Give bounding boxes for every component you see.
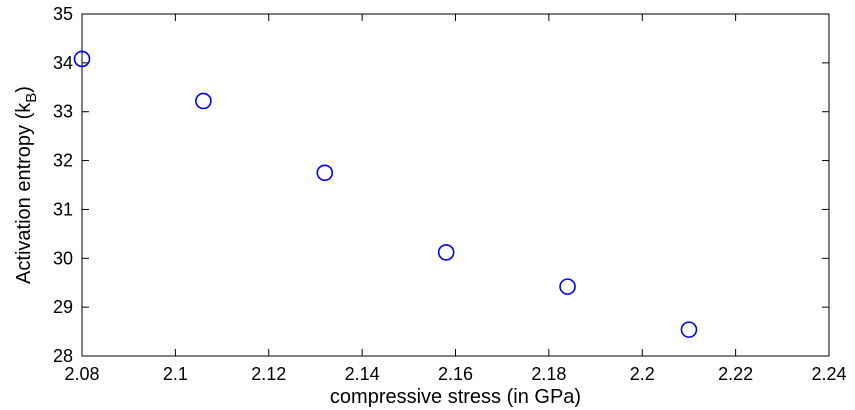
x-tick-label: 2.14: [345, 364, 380, 384]
data-point: [680, 321, 698, 338]
x-tick-label: 2.12: [251, 364, 286, 384]
y-tick-label: 35: [53, 4, 73, 24]
x-tick-label: 2.18: [531, 364, 566, 384]
x-tick-label: 2.16: [438, 364, 473, 384]
plot-frame: [81, 13, 830, 357]
y-axis-ticks: 28 29 30 31 32 33 34 35: [53, 4, 829, 366]
x-tick-label: 2.24: [811, 364, 846, 384]
y-axis-label: Activation entropy (kB): [13, 86, 40, 284]
data-point: [437, 244, 455, 261]
y-tick-label: 29: [53, 297, 73, 317]
plot-border: [81, 13, 830, 357]
y-axis-label-subscript: B: [23, 93, 40, 103]
x-axis-ticks: 2.08 2.1 2.12 2.14 2.16 2.18 2.2 2.22 2.24: [64, 14, 847, 384]
y-tick-label: 31: [53, 199, 73, 219]
x-tick-label: 2.22: [718, 364, 753, 384]
data-point: [559, 278, 576, 295]
y-tick-label: 30: [53, 248, 73, 268]
data-point: [195, 92, 212, 110]
x-axis-label: compressive stress (in GPa): [330, 386, 581, 408]
y-axis-label-main: Activation entropy (k: [13, 102, 35, 284]
y-tick-label: 28: [53, 346, 73, 366]
y-tick-label: 33: [53, 102, 73, 122]
x-tick-label: 2.1: [163, 364, 188, 384]
y-axis-label-suffix: ): [13, 86, 35, 93]
y-tick-label: 34: [53, 53, 73, 73]
data-point: [73, 50, 91, 68]
x-tick-label: 2.08: [64, 364, 99, 384]
data-point: [316, 164, 334, 182]
data-points: [73, 50, 698, 338]
y-tick-label: 32: [53, 151, 73, 171]
x-tick-label: 2.2: [630, 364, 655, 384]
